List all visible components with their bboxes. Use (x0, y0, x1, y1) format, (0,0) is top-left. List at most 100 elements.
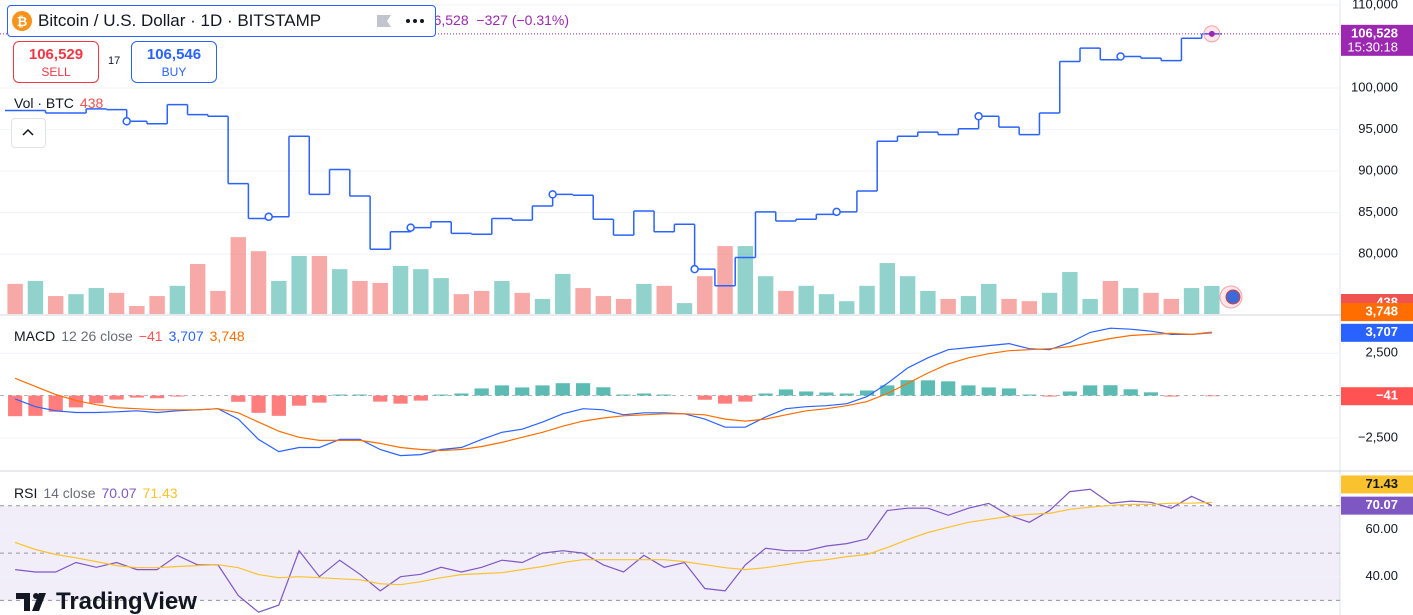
macd-histogram-bar (738, 395, 753, 402)
volume-bar (48, 296, 64, 314)
volume-bar (534, 298, 551, 314)
histogram-badge: −41 (1376, 388, 1398, 403)
buy-label: BUY (161, 65, 187, 79)
macd-histogram-bar (433, 394, 449, 396)
volume-bar (1001, 298, 1017, 314)
macd-histogram-bar (596, 387, 611, 396)
volume-bar (879, 263, 896, 314)
macd-histogram-bar (515, 387, 530, 396)
sell-price: 106,529 (28, 46, 84, 63)
volume-bar (311, 256, 328, 314)
macd-histogram-bar (900, 380, 915, 396)
rsi-params: 14 close (43, 485, 96, 501)
flag-icon (1225, 289, 1241, 305)
sell-button[interactable]: 106,529 SELL (13, 41, 99, 83)
volume-bar (778, 290, 794, 314)
volume-bar (1163, 298, 1179, 314)
rsi-title: RSI (14, 485, 38, 501)
y-tick-label: 90,000 (1358, 163, 1398, 178)
macd-histogram-bar (393, 395, 408, 404)
macd-histogram-bar (28, 395, 43, 416)
macd-histogram-bar (1083, 385, 1098, 396)
y-tick-label: −2,500 (1358, 429, 1398, 444)
buy-price: 106,546 (146, 46, 202, 63)
volume-bar (169, 285, 186, 314)
rsi-badge: 70.07 (1365, 497, 1398, 512)
macd-histogram-bar (819, 392, 834, 396)
macd-histogram-bar (839, 393, 854, 396)
volume-bar (960, 296, 977, 314)
more-icon[interactable] (405, 18, 425, 24)
volume-bar (981, 283, 997, 314)
macd-histogram-bar (535, 385, 550, 396)
macd-histogram-bar (1022, 394, 1037, 396)
macd-badge-bg (1341, 323, 1413, 342)
sell-label: SELL (41, 65, 71, 79)
macd-histogram-bar (312, 395, 327, 403)
volume-bar (271, 280, 287, 314)
volume-bar (88, 288, 104, 314)
macd-title: MACD (14, 328, 56, 344)
flag-icon[interactable] (375, 14, 393, 28)
macd-histogram-bar (332, 394, 347, 396)
volume-bar (656, 285, 672, 314)
volume-bar (433, 278, 449, 314)
symbol-title: Bitcoin / U.S. Dollar · 1D · BITSTAMP (38, 11, 322, 30)
macd-histogram-bar (109, 395, 124, 400)
y-tick-label: 95,000 (1358, 121, 1398, 136)
macd-histogram-bar (697, 395, 712, 400)
volume-bar (1082, 298, 1098, 314)
symbol-icons (375, 14, 435, 28)
volume-last: 438 (79, 95, 104, 111)
macd-histogram-bar (1204, 395, 1219, 397)
macd-histogram-bar (373, 395, 388, 402)
macd-histogram-bar (758, 393, 773, 396)
macd-histogram-bar (778, 389, 794, 396)
volume-bar (818, 294, 835, 314)
event-marker (406, 223, 415, 232)
event-marker (690, 264, 699, 274)
macd-histogram-bar (494, 385, 510, 396)
macd-histogram-bar (129, 395, 144, 398)
volume-bar (514, 292, 530, 314)
collapse-button[interactable] (11, 118, 46, 148)
volume-bar (68, 294, 84, 314)
volume-legend: Vol · BTC 438 (14, 95, 109, 111)
signal-line (14, 331, 1212, 452)
macd-histogram-bar (920, 380, 935, 396)
macd-histogram-bar (1103, 385, 1118, 396)
spread: 17 (108, 55, 121, 67)
macd-histogram-bar (48, 395, 63, 412)
brand: TradingView (16, 588, 197, 615)
signal-badge-bg (1341, 303, 1413, 322)
macd-histogram-bar (352, 394, 368, 396)
macd-histogram-bar (1042, 395, 1057, 397)
event-marker (548, 190, 557, 199)
macd-histogram-bar (717, 395, 733, 404)
volume-bar (494, 280, 510, 314)
volume-bar (899, 276, 916, 314)
volume-bar (1021, 301, 1038, 314)
macd-histogram-bar (68, 395, 84, 408)
brand-logo (16, 593, 46, 611)
volume-bar (392, 265, 409, 314)
y-tick-label: 100,000 (1351, 79, 1398, 94)
macd-histogram-bar (1001, 388, 1017, 396)
volume-bar (372, 282, 388, 314)
volume-bar (352, 280, 368, 314)
volume-bar (757, 276, 774, 314)
macd-histogram-bar (636, 393, 652, 396)
volume-bar (1143, 292, 1159, 314)
price-header: 106,528 −327 (−0.31%) (418, 12, 569, 28)
volume-bar (210, 290, 226, 314)
y-tick-label: 60.00 (1365, 521, 1398, 536)
histogram-badge-bg (1341, 387, 1413, 406)
macd-histogram-bar (859, 390, 875, 396)
volume-title: Vol · BTC (14, 95, 74, 111)
macd-histogram-bar (271, 395, 286, 416)
buy-button[interactable]: 106,546 BUY (131, 41, 217, 83)
volume-bar (413, 269, 429, 314)
volume-bar (798, 285, 814, 314)
volume-bar (615, 298, 632, 314)
symbol-box[interactable]: ₿ Bitcoin / U.S. Dollar · 1D · BITSTAMP (7, 5, 436, 37)
